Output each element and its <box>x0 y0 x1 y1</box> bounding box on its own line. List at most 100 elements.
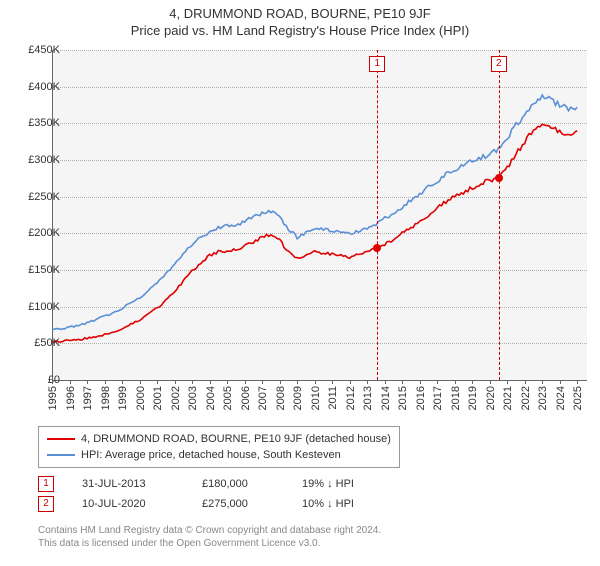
sale-price: £180,000 <box>202 478 302 490</box>
x-tick <box>472 380 473 384</box>
x-tick <box>140 380 141 384</box>
x-axis-label: 2011 <box>327 386 339 410</box>
marker-line <box>499 50 500 380</box>
marker-line <box>377 50 378 380</box>
y-axis-label: £300K <box>12 154 60 166</box>
legend: 4, DRUMMOND ROAD, BOURNE, PE10 9JF (deta… <box>38 426 400 468</box>
x-tick <box>70 380 71 384</box>
x-axis-label: 1995 <box>47 386 59 410</box>
x-tick <box>227 380 228 384</box>
sale-delta: 19% ↓ HPI <box>302 478 422 490</box>
y-axis-label: £200K <box>12 227 60 239</box>
x-axis-label: 2025 <box>572 386 584 410</box>
x-axis-label: 2003 <box>187 386 199 410</box>
x-tick <box>210 380 211 384</box>
x-tick <box>455 380 456 384</box>
x-tick <box>315 380 316 384</box>
x-axis-label: 2015 <box>397 386 409 410</box>
x-axis-label: 2014 <box>380 386 392 410</box>
x-axis-label: 2023 <box>537 386 549 410</box>
x-tick <box>542 380 543 384</box>
legend-swatch <box>47 438 75 440</box>
x-tick <box>175 380 176 384</box>
footer-line-1: Contains HM Land Registry data © Crown c… <box>38 524 381 537</box>
x-axis-label: 2004 <box>205 386 217 410</box>
x-axis-label: 1999 <box>117 386 129 410</box>
marker-label: 2 <box>491 56 507 72</box>
x-axis-label: 2019 <box>467 386 479 410</box>
y-axis-label: £350K <box>12 117 60 129</box>
x-tick <box>560 380 561 384</box>
y-axis-label: £50K <box>12 337 60 349</box>
x-tick <box>367 380 368 384</box>
x-tick <box>507 380 508 384</box>
x-tick <box>402 380 403 384</box>
legend-item: 4, DRUMMOND ROAD, BOURNE, PE10 9JF (deta… <box>47 431 391 447</box>
chart-lines <box>52 50 586 380</box>
x-axis-label: 2008 <box>275 386 287 410</box>
x-axis-label: 1998 <box>100 386 112 410</box>
x-tick <box>350 380 351 384</box>
y-axis-label: £400K <box>12 81 60 93</box>
x-tick <box>87 380 88 384</box>
x-axis-label: 2016 <box>415 386 427 410</box>
x-tick <box>192 380 193 384</box>
x-tick <box>577 380 578 384</box>
x-tick <box>525 380 526 384</box>
y-axis-label: £250K <box>12 191 60 203</box>
sale-price: £275,000 <box>202 498 302 510</box>
x-axis-label: 2013 <box>362 386 374 410</box>
sale-delta: 10% ↓ HPI <box>302 498 422 510</box>
marker-dot <box>495 174 503 182</box>
sale-date: 10-JUL-2020 <box>82 498 202 510</box>
chart-container: 4, DRUMMOND ROAD, BOURNE, PE10 9JF Price… <box>0 6 600 566</box>
sales-table: 1 31-JUL-2013£180,00019% ↓ HPI 2 10-JUL-202… <box>38 474 422 514</box>
legend-label: 4, DRUMMOND ROAD, BOURNE, PE10 9JF (deta… <box>81 431 391 447</box>
x-axis-label: 2010 <box>310 386 322 410</box>
sale-marker-ref: 2 <box>38 496 54 512</box>
y-axis-label: £150K <box>12 264 60 276</box>
x-axis-label: 2020 <box>485 386 497 410</box>
x-axis-label: 2006 <box>240 386 252 410</box>
x-axis-label: 2017 <box>432 386 444 410</box>
sale-row: 1 31-JUL-2013£180,00019% ↓ HPI <box>38 474 422 494</box>
x-tick <box>157 380 158 384</box>
legend-label: HPI: Average price, detached house, Sout… <box>81 447 341 463</box>
x-tick <box>245 380 246 384</box>
x-tick <box>262 380 263 384</box>
x-axis-label: 2000 <box>135 386 147 410</box>
x-tick <box>105 380 106 384</box>
x-tick <box>490 380 491 384</box>
y-axis-label: £100K <box>12 301 60 313</box>
x-tick <box>52 380 53 384</box>
footer: Contains HM Land Registry data © Crown c… <box>38 524 381 550</box>
x-tick <box>385 380 386 384</box>
x-axis-label: 2021 <box>502 386 514 410</box>
title: 4, DRUMMOND ROAD, BOURNE, PE10 9JF <box>0 6 600 21</box>
x-axis-label: 2001 <box>152 386 164 410</box>
legend-swatch <box>47 454 75 456</box>
x-tick <box>332 380 333 384</box>
marker-dot <box>373 244 381 252</box>
marker-label: 1 <box>369 56 385 72</box>
x-axis-label: 2024 <box>555 386 567 410</box>
x-axis-label: 1996 <box>65 386 77 410</box>
x-axis-label: 2007 <box>257 386 269 410</box>
footer-line-2: This data is licensed under the Open Gov… <box>38 537 381 550</box>
x-axis-label: 2005 <box>222 386 234 410</box>
x-tick <box>437 380 438 384</box>
x-axis-label: 2002 <box>170 386 182 410</box>
x-axis-label: 2009 <box>292 386 304 410</box>
x-tick <box>122 380 123 384</box>
x-tick <box>297 380 298 384</box>
x-axis-label: 2012 <box>345 386 357 410</box>
x-axis-label: 2018 <box>450 386 462 410</box>
subtitle: Price paid vs. HM Land Registry's House … <box>0 23 600 38</box>
x-axis-label: 2022 <box>520 386 532 410</box>
sale-marker-ref: 1 <box>38 476 54 492</box>
x-tick <box>280 380 281 384</box>
y-axis-label: £450K <box>12 44 60 56</box>
sale-date: 31-JUL-2013 <box>82 478 202 490</box>
legend-item: HPI: Average price, detached house, Sout… <box>47 447 391 463</box>
x-axis-label: 1997 <box>82 386 94 410</box>
